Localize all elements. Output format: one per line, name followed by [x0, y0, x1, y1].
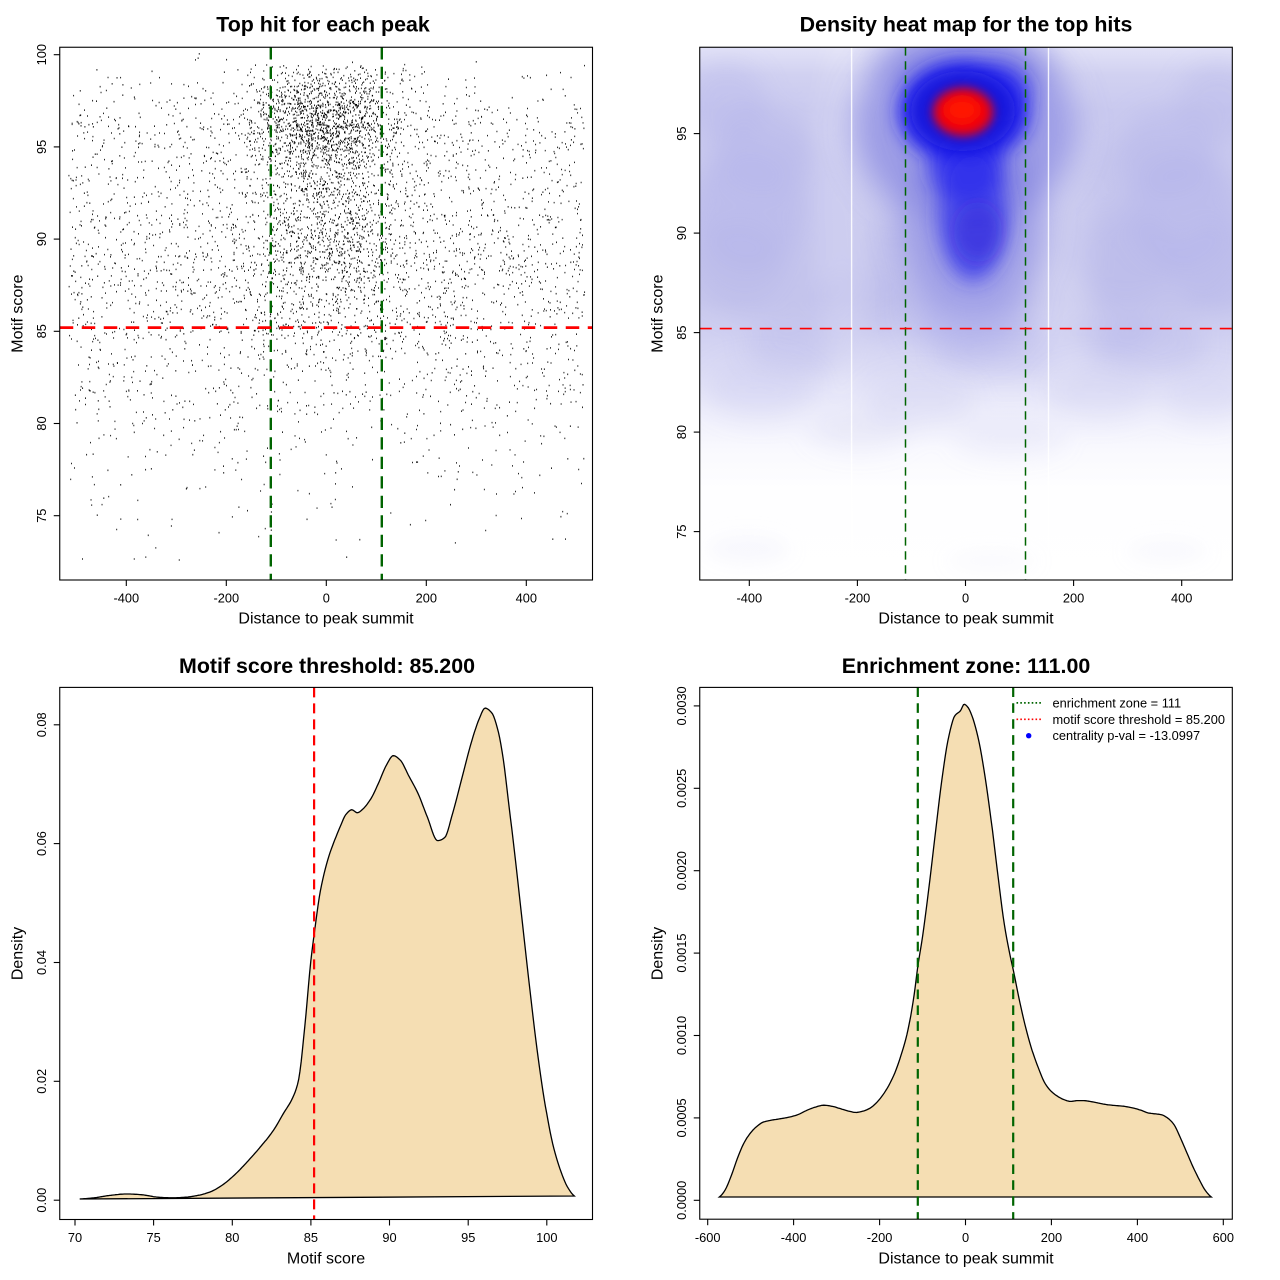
svg-text:Density heat map for the top h: Density heat map for the top hits	[800, 13, 1133, 37]
svg-text:80: 80	[34, 416, 49, 430]
svg-text:0.00: 0.00	[34, 1188, 49, 1213]
svg-text:200: 200	[1041, 1230, 1062, 1245]
svg-text:-200: -200	[213, 590, 239, 605]
svg-text:80: 80	[674, 425, 689, 439]
svg-text:70: 70	[68, 1230, 82, 1245]
svg-text:0.0010: 0.0010	[674, 1016, 689, 1055]
svg-text:Distance to peak summit: Distance to peak summit	[878, 611, 1054, 628]
svg-text:-400: -400	[781, 1230, 807, 1245]
svg-text:-400: -400	[113, 590, 139, 605]
svg-text:Distance to peak summit: Distance to peak summit	[878, 1250, 1054, 1267]
svg-text:0: 0	[323, 590, 330, 605]
svg-text:0.0000: 0.0000	[674, 1181, 689, 1220]
svg-text:Motif score threshold: 85.200: Motif score threshold: 85.200	[179, 654, 475, 678]
svg-text:-400: -400	[736, 590, 762, 605]
svg-text:0.04: 0.04	[34, 950, 49, 975]
svg-text:centrality p-val = -13.0997: centrality p-val = -13.0997	[1053, 728, 1201, 743]
svg-text:400: 400	[516, 590, 537, 605]
svg-text:100: 100	[536, 1230, 557, 1245]
svg-text:0.0030: 0.0030	[674, 686, 689, 725]
svg-text:0: 0	[962, 590, 969, 605]
svg-text:0: 0	[962, 1230, 969, 1245]
svg-text:0.0015: 0.0015	[674, 934, 689, 973]
svg-text:Motif score: Motif score	[9, 274, 26, 352]
svg-text:0.0005: 0.0005	[674, 1098, 689, 1137]
svg-text:0.0020: 0.0020	[674, 851, 689, 890]
svg-text:80: 80	[225, 1230, 239, 1245]
svg-text:400: 400	[1171, 590, 1192, 605]
svg-text:85: 85	[304, 1230, 318, 1245]
svg-text:75: 75	[146, 1230, 160, 1245]
svg-text:Motif score: Motif score	[649, 274, 666, 352]
svg-text:Top hit for each peak: Top hit for each peak	[216, 13, 430, 37]
svg-text:95: 95	[674, 126, 689, 140]
svg-text:90: 90	[382, 1230, 396, 1245]
svg-text:Motif score: Motif score	[287, 1250, 365, 1267]
svg-text:85: 85	[34, 324, 49, 338]
svg-text:600: 600	[1213, 1230, 1234, 1245]
svg-text:0.08: 0.08	[34, 712, 49, 737]
svg-text:200: 200	[416, 590, 437, 605]
svg-text:Density: Density	[9, 927, 26, 980]
svg-text:0.02: 0.02	[34, 1069, 49, 1094]
svg-text:-200: -200	[845, 590, 871, 605]
svg-text:95: 95	[461, 1230, 475, 1245]
svg-text:enrichment zone = 111: enrichment zone = 111	[1053, 695, 1182, 710]
svg-text:200: 200	[1063, 590, 1084, 605]
svg-text:90: 90	[34, 232, 49, 246]
svg-text:motif score threshold = 85.200: motif score threshold = 85.200	[1053, 712, 1226, 727]
svg-text:0.06: 0.06	[34, 831, 49, 856]
svg-text:90: 90	[674, 226, 689, 240]
svg-text:Density: Density	[649, 927, 666, 980]
svg-text:85: 85	[674, 325, 689, 339]
svg-text:95: 95	[34, 140, 49, 154]
svg-text:-200: -200	[867, 1230, 893, 1245]
svg-text:75: 75	[34, 509, 49, 523]
svg-text:Distance to peak summit: Distance to peak summit	[238, 611, 414, 628]
svg-text:400: 400	[1127, 1230, 1148, 1245]
svg-text:100: 100	[34, 44, 49, 65]
svg-text:0.0025: 0.0025	[674, 769, 689, 808]
svg-text:Enrichment zone: 111.00: Enrichment zone: 111.00	[842, 654, 1091, 678]
svg-text:75: 75	[674, 524, 689, 538]
svg-text:-600: -600	[695, 1230, 721, 1245]
